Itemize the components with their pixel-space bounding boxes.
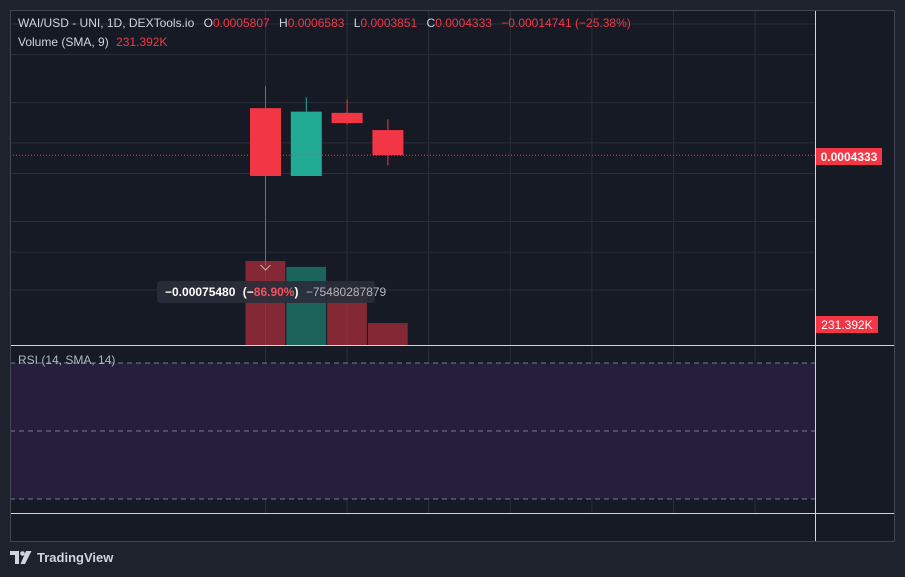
open-label: O	[203, 16, 213, 30]
rsi-levels	[10, 362, 815, 500]
rsi-label[interactable]: RSI (14, SMA, 14)	[18, 353, 116, 367]
tradingview-logo-icon	[10, 551, 32, 564]
main-legend[interactable]: WAI/USD - UNI, 1D, DEXTools.io O0.000580…	[18, 16, 631, 30]
price-badge-background	[816, 148, 882, 165]
tooltip-pct: 86.90%	[254, 285, 295, 299]
volume-bar	[367, 323, 408, 345]
tooltip-pct-prefix: (−	[243, 285, 254, 299]
price-badge: 0.0004333	[816, 148, 882, 165]
volume-legend[interactable]: Volume (SMA, 9) 231.392K	[18, 35, 167, 49]
measure-tooltip: −0.00075480 (−86.90%) −75480287879	[157, 281, 387, 303]
high-label: H	[279, 16, 288, 30]
tradingview-logo[interactable]: TradingView	[10, 550, 113, 565]
volume-badge-text: 231.392K	[821, 318, 872, 332]
tooltip-ticks: −75480287879	[306, 285, 387, 299]
volume-label[interactable]: Volume (SMA, 9)	[18, 35, 109, 49]
close-value: 0.0004333	[435, 16, 492, 30]
rsi-legend[interactable]: RSI (14, SMA, 14)	[18, 353, 115, 367]
close-label: C	[426, 16, 436, 30]
low-label: L	[353, 16, 361, 30]
chart-frame	[10, 10, 895, 542]
open-value: 0.0005807	[212, 16, 270, 30]
tradingview-logo-text: TradingView	[37, 550, 114, 565]
candle-body	[250, 108, 281, 176]
volume-bar	[286, 266, 327, 345]
tooltip-text: −0.00075480 (−86.90%) −75480287879	[165, 285, 387, 299]
candle-body	[290, 111, 322, 176]
measure-arrow	[260, 264, 271, 271]
candle-body	[331, 112, 363, 124]
volume-badge-background	[816, 316, 878, 333]
symbol-title[interactable]: WAI/USD - UNI, 1D, DEXTools.io	[18, 16, 195, 30]
price-badge-text: 0.0004333	[821, 150, 878, 164]
axes	[10, 10, 895, 542]
candle-body	[372, 130, 404, 156]
high-value: 0.0006583	[287, 16, 345, 30]
tooltip-change: −0.00075480	[165, 285, 236, 299]
tooltip-pct-suffix: )	[294, 285, 298, 299]
volume-value: 231.392K	[116, 35, 168, 49]
volume-badge: 231.392K	[816, 316, 878, 333]
change-value: −0.00014741 (−25.38%)	[501, 16, 631, 30]
tooltip-background	[157, 281, 375, 303]
low-value: 0.0003851	[360, 16, 418, 30]
candlesticks	[250, 86, 404, 271]
